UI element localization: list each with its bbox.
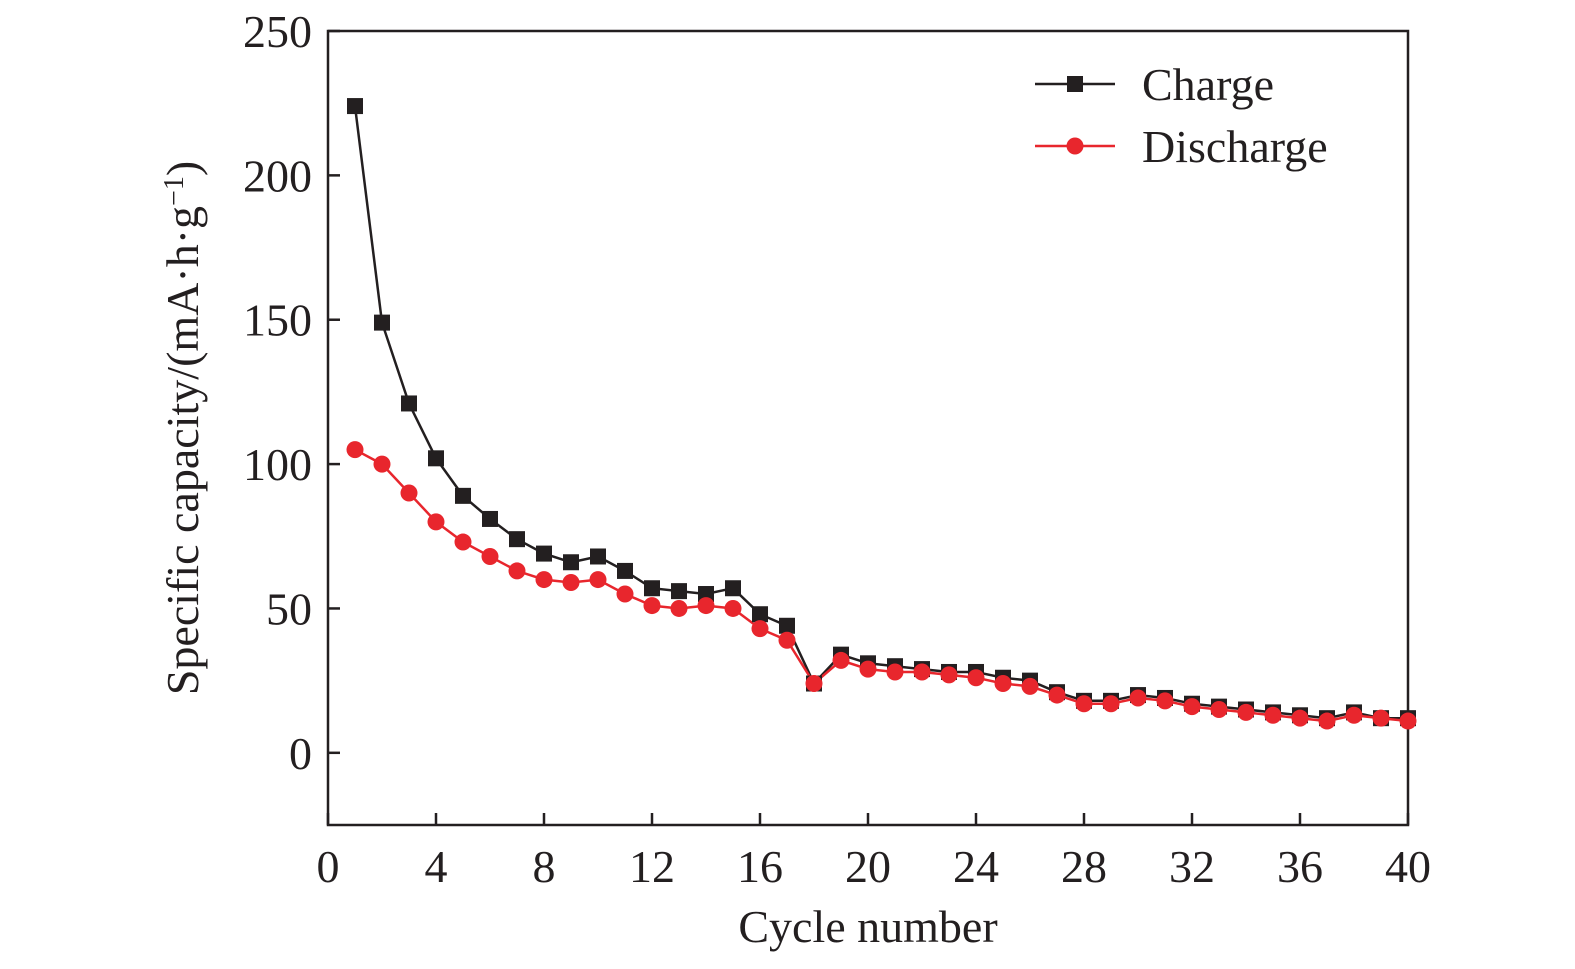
discharge-point [994,675,1012,693]
discharge-point [481,547,499,565]
series-layer [346,98,1417,730]
discharge-point [1264,706,1282,724]
discharge-point [913,663,931,681]
discharge-point [1237,703,1255,721]
discharge-point [1129,689,1147,707]
charge-point [644,580,660,597]
discharge-point [1048,686,1066,704]
x-tick-label: 12 [629,841,675,892]
discharge-point [724,599,742,617]
x-tick-label: 40 [1385,841,1431,892]
discharge-point [1021,677,1039,695]
legend-discharge-label: Discharge [1142,121,1328,172]
charge-point [347,98,363,115]
x-tick-label: 20 [845,841,891,892]
y-tick-label: 250 [243,6,312,57]
discharge-point [1372,709,1390,727]
discharge-point [1318,712,1336,730]
charge-point [725,580,741,597]
charge-point [563,554,579,571]
discharge-point [373,455,391,473]
discharge-point [967,669,985,687]
discharge-point [832,651,850,669]
discharge-point [1210,701,1228,719]
charge-point [671,583,687,600]
charge-point [779,617,795,634]
discharge-point [1345,706,1363,724]
charge-point [374,314,390,331]
discharge-point [859,660,877,678]
charge-point [590,548,606,565]
legend-charge-marker [1067,76,1083,92]
y-tick-label: 50 [266,583,312,634]
discharge-point [454,533,472,551]
x-tick-label: 0 [317,841,340,892]
discharge-point [940,666,958,684]
discharge-point [670,599,688,617]
discharge-point [751,620,769,638]
charge-point [428,450,444,467]
discharge-point [616,585,634,603]
x-tick-label: 36 [1277,841,1323,892]
legend: Charge Discharge [1035,59,1328,172]
charge-point [536,545,552,562]
discharge-point [778,631,796,649]
y-axis-title-main: Specific capacity/(mA·h·g [157,206,208,695]
discharge-point [1291,709,1309,727]
charge-point [455,487,471,504]
discharge-point [346,441,364,459]
x-tick-label: 4 [425,841,448,892]
x-tick-label: 16 [737,841,783,892]
y-tick-label: 150 [243,295,312,346]
x-tick-label: 28 [1061,841,1107,892]
discharge-point [1102,695,1120,713]
discharge-point [589,571,607,589]
discharge-line [354,448,1409,723]
charge-point [509,531,525,548]
charge-point [617,562,633,579]
x-axis-ticks: 0 4 8 12 16 20 24 28 32 36 40 [317,813,1431,892]
legend-discharge-marker [1066,137,1084,155]
charge-line [353,105,1408,720]
x-tick-label: 32 [1169,841,1215,892]
y-tick-label: 200 [243,150,312,201]
discharge-point [1156,692,1174,710]
x-tick-label: 24 [953,841,999,892]
charge-point [482,510,498,527]
charge-point [752,606,768,623]
discharge-point [805,675,823,693]
y-tick-label: 0 [289,728,312,779]
x-tick-label: 8 [533,841,556,892]
y-axis-title-close: ) [157,161,208,176]
x-axis-title: Cycle number [738,901,997,952]
charge-point [698,586,714,603]
y-tick-label: 100 [243,439,312,490]
discharge-point [562,573,580,591]
discharge-point [427,513,445,531]
discharge-point [1183,698,1201,716]
discharge-point [1075,695,1093,713]
y-axis-title-superscript: −1 [159,176,190,206]
discharge-point [886,663,904,681]
charge-point [401,395,417,412]
discharge-point [535,571,553,589]
discharge-point [400,484,418,502]
discharge-point [697,597,715,615]
discharge-point [643,597,661,615]
y-axis-ticks: 0 50 100 150 200 250 [243,6,340,779]
legend-charge-label: Charge [1142,59,1274,110]
discharge-point [1399,712,1417,730]
discharge-point [508,562,526,580]
y-axis-title: Specific capacity/(mA·h·g−1) [157,161,208,695]
